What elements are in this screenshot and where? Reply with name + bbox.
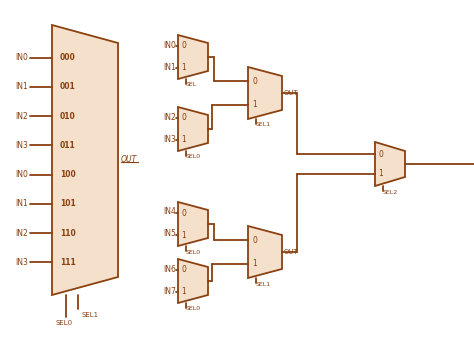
Text: 110: 110 <box>60 228 76 238</box>
Text: SEL0: SEL0 <box>186 306 201 312</box>
Text: IN2: IN2 <box>15 228 28 238</box>
Text: 0: 0 <box>182 114 186 122</box>
Text: SEL2: SEL2 <box>383 190 398 195</box>
Text: SEL0: SEL0 <box>186 155 201 160</box>
Text: 1: 1 <box>253 259 257 268</box>
Text: 000: 000 <box>60 53 76 62</box>
Text: SEL0: SEL0 <box>55 320 73 326</box>
Text: 0: 0 <box>253 236 257 245</box>
Text: 0: 0 <box>182 41 186 51</box>
Text: 1: 1 <box>182 287 186 297</box>
Polygon shape <box>52 25 118 295</box>
Polygon shape <box>178 202 208 246</box>
Polygon shape <box>375 142 405 186</box>
Text: IN1: IN1 <box>15 82 28 92</box>
Text: IN0: IN0 <box>15 53 28 62</box>
Text: IN2: IN2 <box>163 113 176 121</box>
Text: SEL1: SEL1 <box>256 122 271 127</box>
Text: 1: 1 <box>182 63 186 73</box>
Text: IN0: IN0 <box>15 170 28 179</box>
Text: 100: 100 <box>60 170 76 179</box>
Text: 1: 1 <box>182 136 186 144</box>
Text: 101: 101 <box>60 199 76 208</box>
Text: OUT: OUT <box>284 90 299 96</box>
Polygon shape <box>178 107 208 151</box>
Text: IN3: IN3 <box>15 141 28 150</box>
Text: 0: 0 <box>253 77 257 86</box>
Text: IN4: IN4 <box>163 207 176 217</box>
Text: 1: 1 <box>253 100 257 109</box>
Text: 010: 010 <box>60 112 76 121</box>
Text: IN6: IN6 <box>163 264 176 274</box>
Text: SEL1: SEL1 <box>256 281 271 286</box>
Text: SEL1: SEL1 <box>82 312 99 318</box>
Text: 001: 001 <box>60 82 76 92</box>
Text: IN0: IN0 <box>163 40 176 49</box>
Text: 111: 111 <box>60 258 76 267</box>
Text: IN3: IN3 <box>163 135 176 143</box>
Text: 0: 0 <box>182 265 186 275</box>
Polygon shape <box>178 259 208 303</box>
Text: 011: 011 <box>60 141 76 150</box>
Text: IN1: IN1 <box>163 62 176 72</box>
Text: OUT: OUT <box>284 249 299 255</box>
Polygon shape <box>248 67 282 119</box>
Text: SEL0: SEL0 <box>186 250 201 255</box>
Polygon shape <box>248 226 282 278</box>
Text: IN3: IN3 <box>15 258 28 267</box>
Text: 1: 1 <box>379 170 383 178</box>
Text: SEL: SEL <box>186 82 197 87</box>
Text: 1: 1 <box>182 231 186 239</box>
Text: IN1: IN1 <box>15 199 28 208</box>
Text: IN5: IN5 <box>163 230 176 239</box>
Text: IN7: IN7 <box>163 286 176 296</box>
Text: IN2: IN2 <box>15 112 28 121</box>
Text: OUT: OUT <box>121 155 137 163</box>
Text: 0: 0 <box>182 208 186 218</box>
Text: 0: 0 <box>379 149 383 159</box>
Polygon shape <box>178 35 208 79</box>
